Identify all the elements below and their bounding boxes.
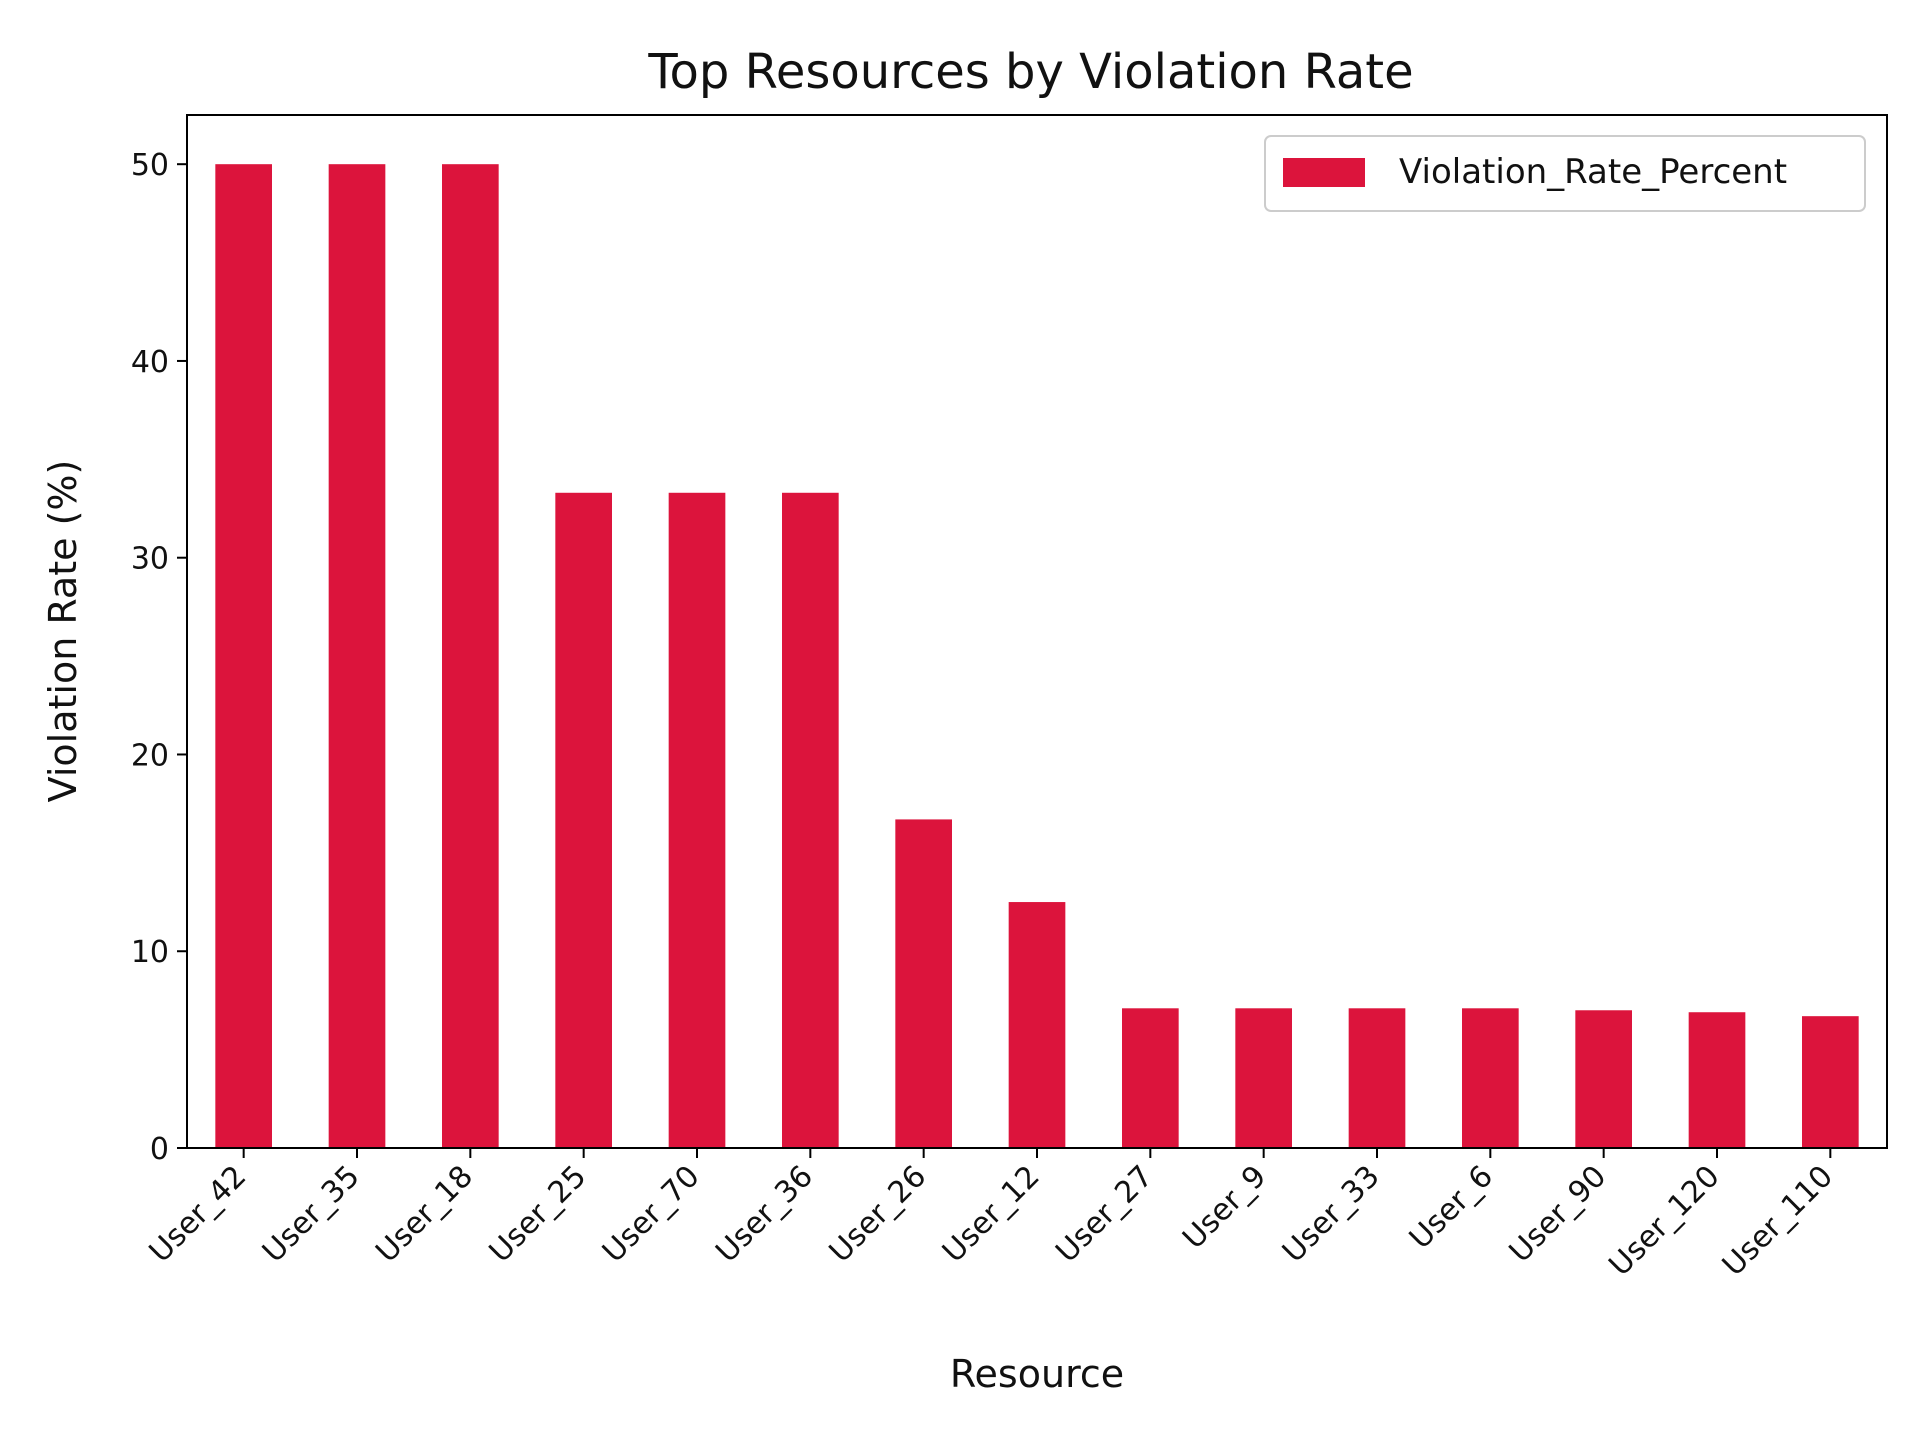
x-axis: User_42 User_35 User_18 User_25 User_70 User_… — [143, 1148, 1840, 1283]
x-tick-label: User_120 — [1602, 1159, 1726, 1283]
legend-swatch — [1283, 158, 1365, 187]
y-axis: 0 10 20 30 40 50 — [131, 148, 187, 1167]
legend: Violation_Rate_Percent — [1264, 135, 1866, 212]
bars-group — [215, 164, 1859, 1148]
bar-user-36 — [782, 492, 839, 1148]
bar-user-18 — [442, 164, 499, 1148]
chart-title: Top Resources by Violation Rate — [647, 44, 1413, 100]
x-tick-label: User_18 — [369, 1159, 480, 1270]
x-tick-label: User_6 — [1403, 1159, 1500, 1256]
bar-user-25 — [555, 492, 612, 1148]
x-tick-label: User_27 — [1049, 1159, 1160, 1270]
bar-user-110 — [1802, 1016, 1859, 1148]
x-tick-label: User_90 — [1503, 1159, 1614, 1270]
x-tick-label: User_26 — [823, 1159, 934, 1270]
legend-box — [1264, 135, 1866, 212]
legend-label: Violation_Rate_Percent — [1399, 152, 1787, 192]
x-tick-label: User_70 — [596, 1159, 707, 1270]
x-tick-label: User_25 — [483, 1159, 594, 1270]
x-tick-label: User_42 — [143, 1159, 254, 1270]
x-tick-label: User_36 — [709, 1159, 820, 1270]
x-tick-label: User_35 — [256, 1159, 367, 1270]
x-tick-label: User_9 — [1176, 1159, 1273, 1256]
y-tick-label: 50 — [131, 148, 169, 183]
bar-user-6 — [1462, 1008, 1519, 1148]
y-tick-label: 20 — [131, 738, 169, 773]
x-axis-label: Resource — [950, 1352, 1124, 1396]
y-tick-label: 30 — [131, 542, 169, 577]
bar-user-35 — [328, 164, 386, 1148]
bar-user-42 — [215, 164, 272, 1148]
bar-user-70 — [668, 492, 726, 1148]
bar-user-90 — [1575, 1010, 1632, 1148]
x-tick-label: User_12 — [936, 1159, 1047, 1270]
y-tick-label: 10 — [131, 935, 169, 970]
bar-user-120 — [1688, 1012, 1746, 1148]
bar-user-26 — [895, 819, 952, 1148]
y-tick-label: 40 — [131, 345, 169, 380]
y-tick-label: 0 — [150, 1132, 169, 1167]
bar-user-9 — [1235, 1008, 1292, 1148]
y-axis-label: Violation Rate (%) — [41, 460, 85, 803]
x-tick-label: User_110 — [1716, 1159, 1840, 1283]
bar-user-33 — [1348, 1008, 1406, 1148]
bar-user-27 — [1122, 1008, 1179, 1148]
bar-user-12 — [1008, 902, 1066, 1148]
x-tick-label: User_33 — [1276, 1159, 1387, 1270]
